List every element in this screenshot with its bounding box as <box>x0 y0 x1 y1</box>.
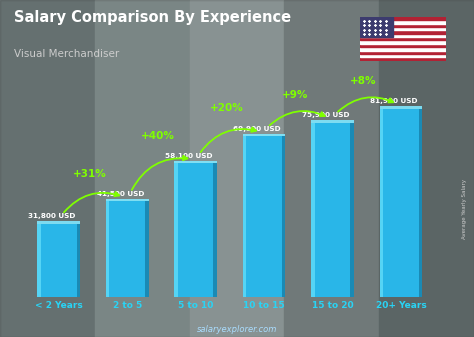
Bar <box>360 57 446 61</box>
Bar <box>174 161 217 163</box>
Bar <box>243 136 246 297</box>
Bar <box>178 163 213 297</box>
Bar <box>106 202 109 297</box>
Bar <box>360 54 446 57</box>
Text: Visual Merchandiser: Visual Merchandiser <box>14 49 119 59</box>
Bar <box>37 221 80 224</box>
Bar <box>360 17 446 20</box>
Bar <box>360 51 446 54</box>
Bar <box>360 20 446 24</box>
Bar <box>174 163 178 297</box>
Bar <box>311 120 354 123</box>
Bar <box>106 199 148 202</box>
Bar <box>360 47 446 51</box>
Bar <box>360 24 446 27</box>
Bar <box>383 109 419 297</box>
Text: +20%: +20% <box>210 103 243 114</box>
Text: +31%: +31% <box>73 168 106 179</box>
Text: Average Yearly Salary: Average Yearly Salary <box>462 179 467 239</box>
Bar <box>213 163 217 297</box>
Text: Salary Comparison By Experience: Salary Comparison By Experience <box>14 10 292 25</box>
Text: 58,100 USD: 58,100 USD <box>165 153 212 159</box>
Bar <box>380 106 422 109</box>
Bar <box>350 123 354 297</box>
Bar <box>311 123 315 297</box>
Bar <box>41 224 76 297</box>
Text: 75,900 USD: 75,900 USD <box>302 112 349 118</box>
Bar <box>360 40 446 44</box>
Bar <box>360 30 446 34</box>
Text: 81,900 USD: 81,900 USD <box>371 98 418 104</box>
Text: +8%: +8% <box>350 76 377 86</box>
Bar <box>360 34 446 37</box>
Bar <box>109 202 145 297</box>
Bar <box>360 27 446 30</box>
Bar <box>282 136 285 297</box>
Bar <box>37 224 41 297</box>
Text: +40%: +40% <box>141 130 175 141</box>
Bar <box>145 202 148 297</box>
Bar <box>360 44 446 47</box>
Bar <box>246 136 282 297</box>
Text: 31,800 USD: 31,800 USD <box>28 213 75 219</box>
Bar <box>360 17 392 37</box>
Text: +9%: +9% <box>282 90 308 100</box>
Text: salaryexplorer.com: salaryexplorer.com <box>197 325 277 334</box>
Bar <box>243 134 285 136</box>
Text: 41,500 USD: 41,500 USD <box>97 191 144 197</box>
Bar <box>360 37 446 40</box>
Bar <box>419 109 422 297</box>
Text: 69,900 USD: 69,900 USD <box>234 126 281 132</box>
Bar <box>380 109 383 297</box>
Bar <box>76 224 80 297</box>
Bar <box>315 123 350 297</box>
